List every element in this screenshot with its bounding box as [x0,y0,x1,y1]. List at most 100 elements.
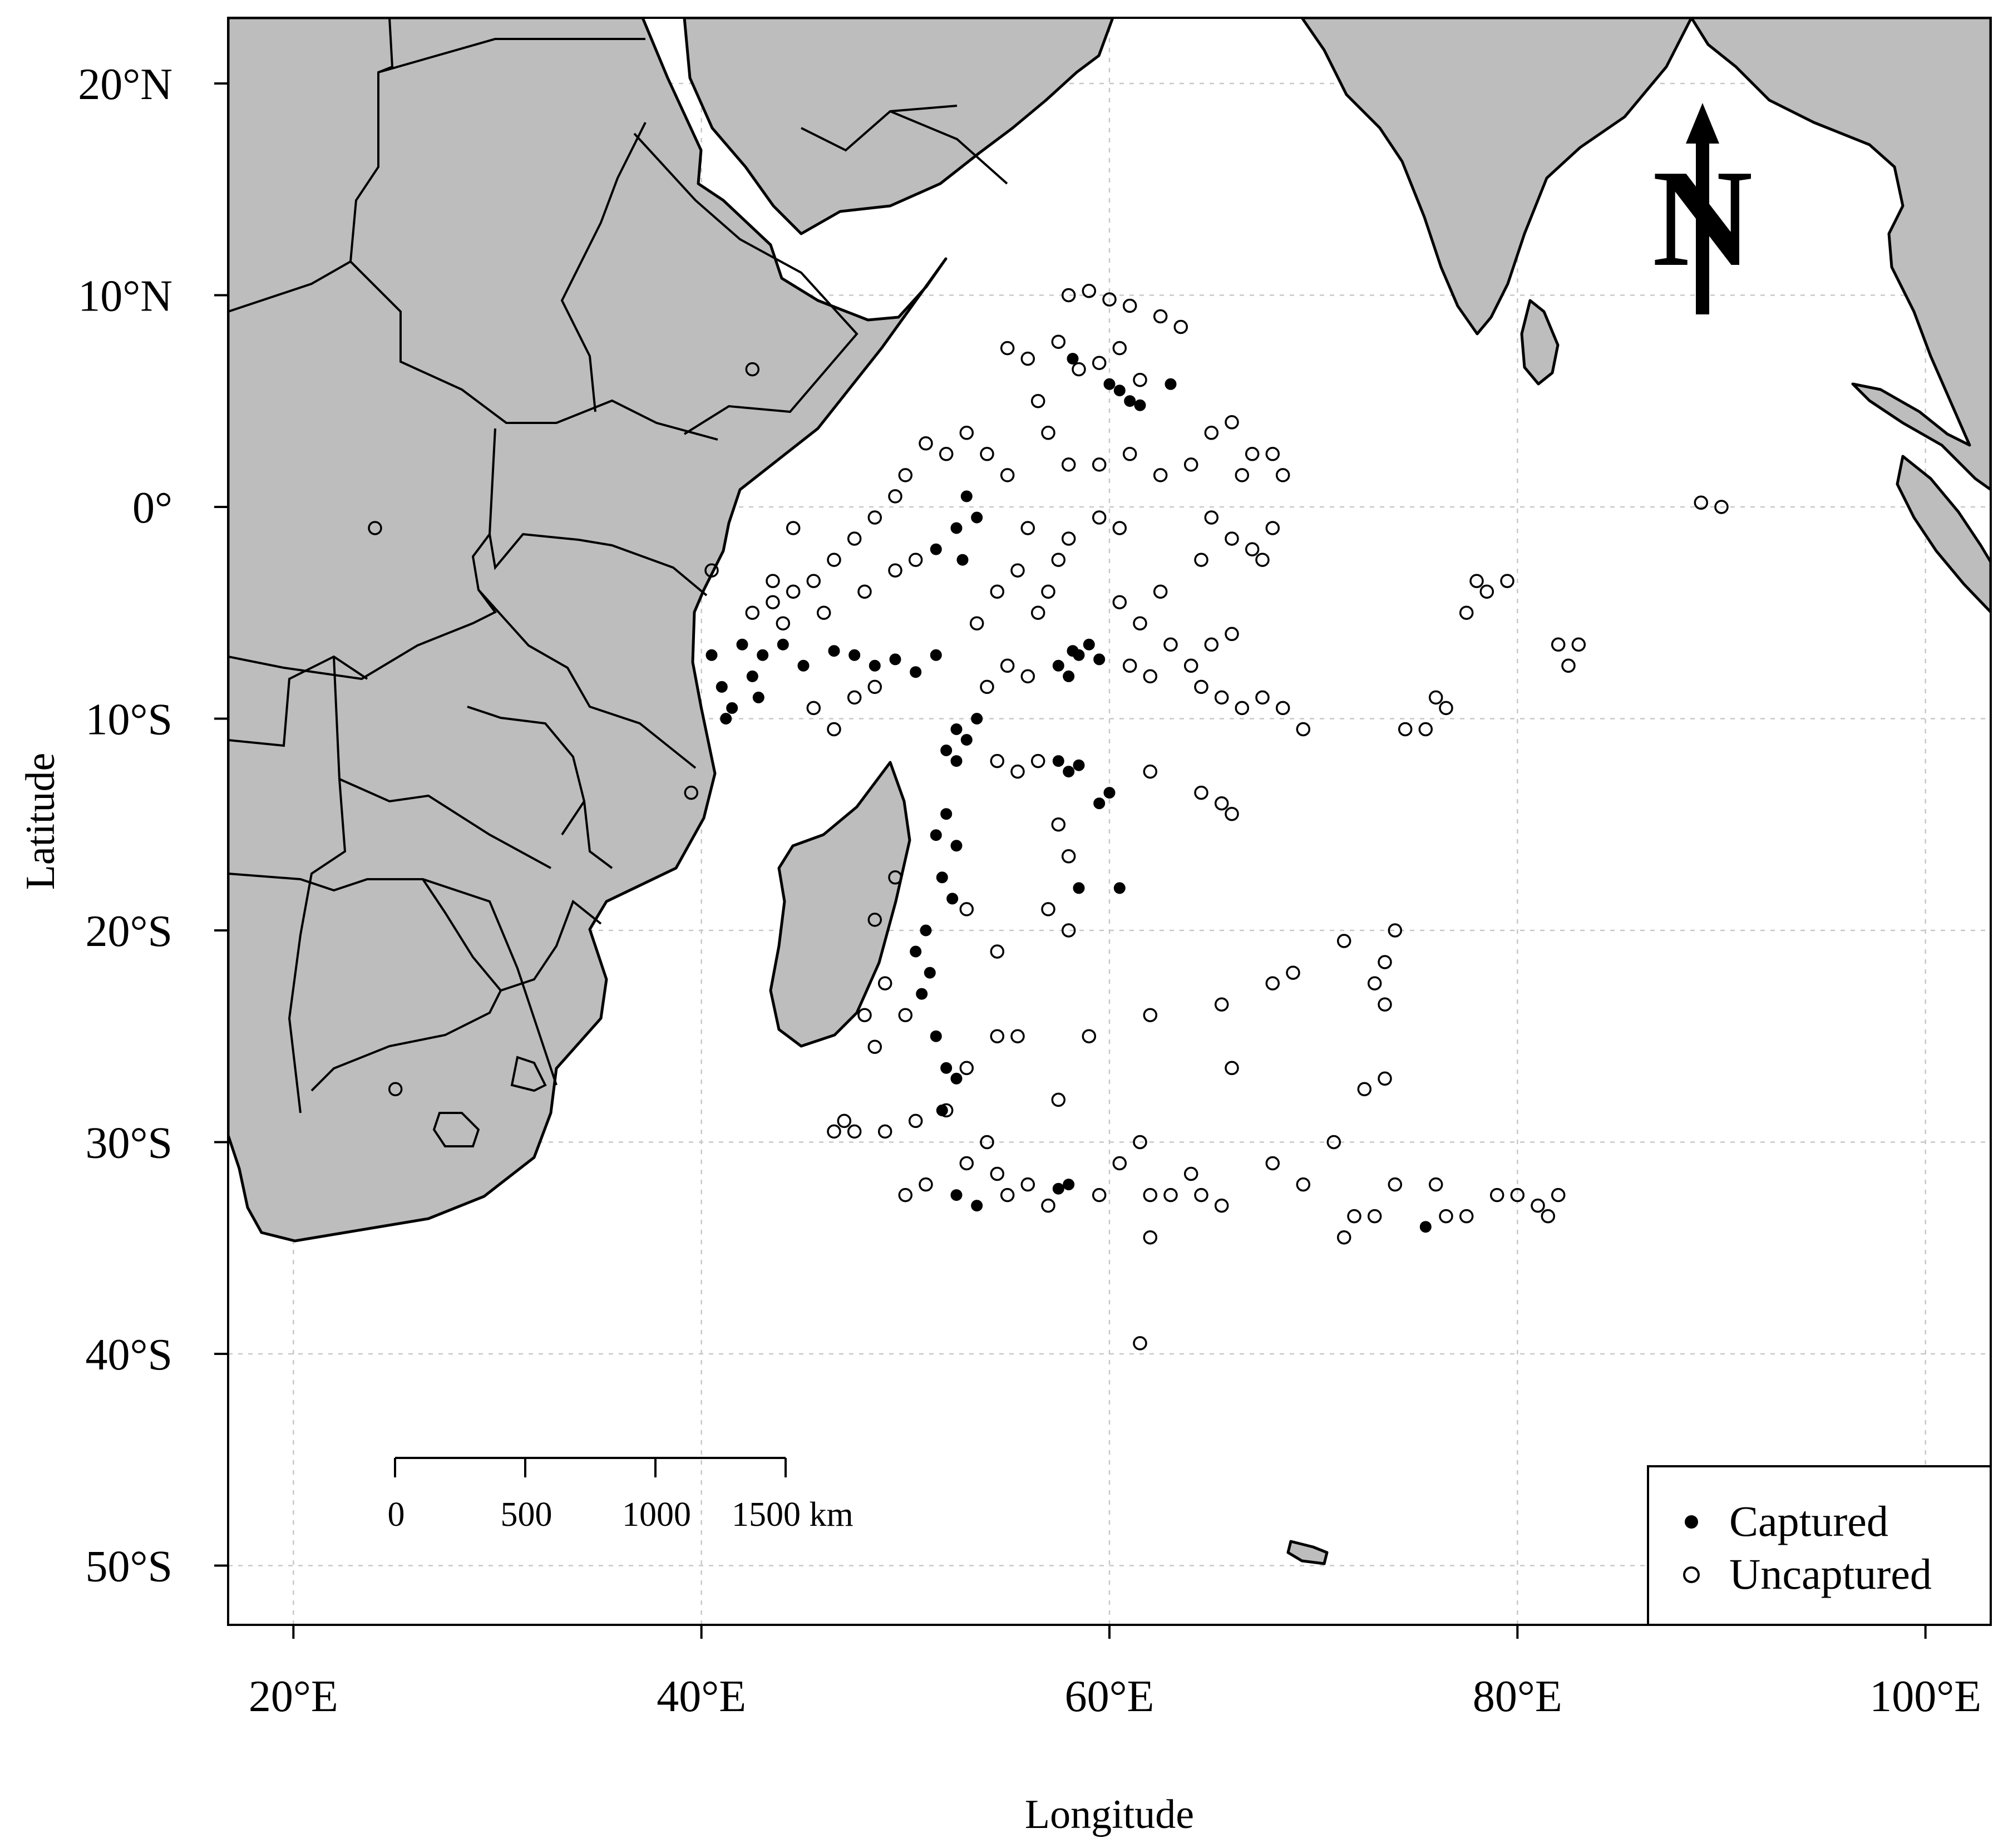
captured-point [940,1062,953,1074]
uncaptured-point [1439,1209,1453,1224]
uncaptured-point [1051,1092,1066,1107]
uncaptured-point [1000,1187,1015,1203]
uncaptured-point [1082,284,1097,298]
captured-point [777,638,789,651]
uncaptured-point [1163,1187,1178,1203]
uncaptured-point [1378,955,1392,969]
y-axis-ticks: 20°N 10°N 0° 10°S 20°S 30°S 40°S 50°S [78,60,228,1591]
uncaptured-point [1225,1061,1239,1076]
uncaptured-point [1020,351,1035,366]
legend-captured-label: Captured [1729,1497,1888,1545]
x-axis-label: Longitude [1025,1792,1194,1837]
uncaptured-point [1439,701,1453,716]
uncaptured-point [1000,658,1015,673]
x-tick-label: 100°E [1869,1672,1981,1721]
uncaptured-point [1275,701,1290,716]
uncaptured-point [1225,415,1239,430]
captured-point [910,945,922,958]
y-tick-label: 10°N [78,272,172,321]
captured-point [736,638,748,651]
uncaptured-point [980,679,994,694]
uncaptured-point [1163,637,1178,652]
uncaptured-point [990,1029,1005,1043]
uncaptured-point [867,679,882,694]
captured-point [1165,378,1177,390]
uncaptured-point [1061,923,1076,938]
captured-point [950,1072,963,1085]
uncaptured-point [939,1103,954,1118]
uncaptured-point [827,1124,841,1139]
uncaptured-point [1020,1177,1035,1192]
scale-bar-label-1500: 1500 km [732,1496,853,1534]
uncaptured-point [766,595,780,609]
uncaptured-point [1694,495,1709,510]
uncaptured-point [776,616,791,630]
uncaptured-point [1133,372,1147,387]
captured-point [930,649,942,661]
captured-point [1124,395,1136,407]
uncaptured-point [1204,510,1219,525]
uncaptured-point [1255,690,1270,705]
uncaptured-point [1030,605,1045,620]
uncaptured-point [1030,753,1045,768]
uncaptured-point [1020,521,1035,535]
uncaptured-point [1092,457,1107,472]
captured-point [924,967,936,979]
captured-point [1103,787,1116,799]
uncaptured-point [1183,658,1198,673]
uncaptured-point [898,1008,913,1022]
legend-uncaptured-marker [1683,1566,1700,1583]
captured-point [1063,766,1075,778]
uncaptured-point [1194,679,1208,694]
uncaptured-point [1133,1135,1147,1150]
uncaptured-point [877,976,892,990]
uncaptured-point [1571,637,1586,652]
y-tick-label: 0° [132,484,172,533]
captured-point [889,653,901,666]
uncaptured-point [1041,584,1055,599]
uncaptured-point [857,1008,872,1022]
uncaptured-point [1061,849,1076,864]
uncaptured-point [1347,1209,1361,1224]
captured-point [946,893,959,905]
uncaptured-point [1092,510,1107,525]
uncaptured-point [1173,319,1188,334]
country-borders [228,18,1008,1147]
uncaptured-point [959,902,974,916]
uncaptured-point [1479,584,1494,599]
uncaptured-point [867,510,882,525]
captured-point [1113,882,1126,894]
captured-point [950,755,963,767]
captured-point [930,1030,942,1042]
uncaptured-point [1398,722,1413,737]
uncaptured-point [939,447,954,461]
captured-point [1052,659,1064,672]
x-tick-label: 80°E [1473,1672,1562,1721]
north-arrow-label: N [1652,141,1753,295]
uncaptured-point [1061,531,1076,546]
captured-point [1093,653,1106,666]
uncaptured-point [1336,934,1351,948]
uncaptured-point [837,1113,852,1128]
captured-point [940,808,953,820]
uncaptured-point [1428,690,1443,705]
y-tick-label: 50°S [86,1542,172,1591]
uncaptured-point [1041,902,1055,916]
uncaptured-point [1204,426,1219,440]
uncaptured-point [1378,1071,1392,1086]
captured-point [1063,1179,1075,1191]
legend-box [1647,1465,1992,1626]
uncaptured-point [959,1156,974,1171]
uncaptured-point [1112,595,1127,609]
captured-point [848,649,861,661]
uncaptured-point [1551,637,1566,652]
uncaptured-point [1265,976,1280,990]
captured-point [971,1200,983,1212]
captured-point [828,645,840,657]
legend-captured-marker [1685,1515,1698,1529]
captured-point [950,522,963,534]
uncaptured-point [1143,764,1158,779]
uncaptured-point [827,722,841,737]
uncaptured-point [1245,447,1260,461]
